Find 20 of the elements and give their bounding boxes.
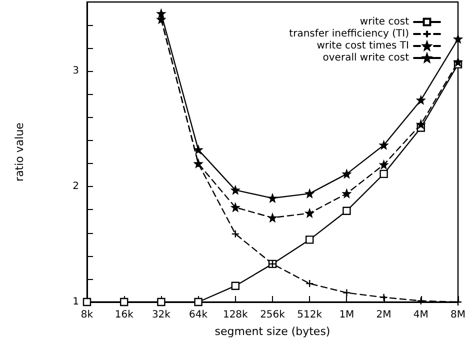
legend-label: transfer inefficiency (TI) (289, 28, 410, 40)
x-tick-label: 8k (80, 310, 94, 320)
legend-label: write cost (360, 16, 410, 28)
x-tick-label: 16k (114, 310, 134, 320)
y-axis-title: ratio value (13, 122, 26, 182)
x-tick-label: 8M (450, 310, 466, 320)
x-tick-label: 512k (297, 310, 322, 320)
y-tick-label: 3 (72, 66, 79, 77)
x-tick-label: 1M (339, 310, 354, 320)
x-tick-label: 64k (189, 310, 208, 320)
x-axis-title: segment size (bytes) (214, 325, 330, 338)
x-tick-label: 128k (222, 310, 248, 320)
y-tick-label: 2 (72, 181, 79, 192)
legend-label: write cost times TI (316, 40, 409, 52)
y-tick-label: 1 (72, 296, 79, 308)
legend-label: overall write cost (322, 52, 410, 64)
x-tick-label: 256k (260, 310, 286, 320)
x-tick-label: 4M (413, 310, 428, 320)
x-tick-label: 2M (376, 310, 392, 320)
x-tick-label: 32k (152, 310, 171, 320)
